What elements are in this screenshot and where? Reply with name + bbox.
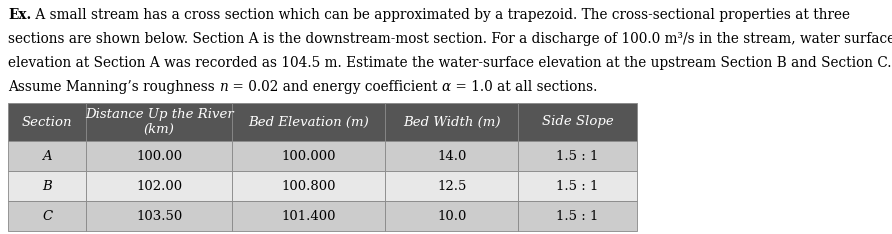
Text: A small stream has a cross section which can be approximated by a trapezoid. The: A small stream has a cross section which… [31,8,850,22]
Text: Side Slope: Side Slope [541,116,614,128]
Text: Bed Width (m): Bed Width (m) [403,116,500,128]
Text: n: n [219,80,227,94]
Text: 100.00: 100.00 [136,150,182,162]
Bar [8,141,87,171]
Bar [233,171,385,201]
Text: 12.5: 12.5 [437,179,467,193]
Bar [385,103,518,141]
Bar [87,171,233,201]
Text: 1.5 : 1: 1.5 : 1 [557,150,599,162]
Text: B: B [42,179,52,193]
Text: 101.400: 101.400 [282,209,336,223]
Bar [8,171,87,201]
Text: 1.5 : 1: 1.5 : 1 [557,209,599,223]
Text: α: α [442,80,451,94]
Bar [8,103,87,141]
Bar [385,171,518,201]
Text: 102.00: 102.00 [136,179,182,193]
Bar [87,141,233,171]
Text: = 1.0 at all sections.: = 1.0 at all sections. [451,80,598,94]
Text: = 0.02 and energy coefficient: = 0.02 and energy coefficient [227,80,442,94]
Bar [233,103,385,141]
Text: A: A [42,150,52,162]
Text: sections are shown below. Section A is the downstream-most section. For a discha: sections are shown below. Section A is t… [8,32,892,46]
Bar [518,201,637,231]
Text: elevation at Section A was recorded as 104.5 m. Estimate the water-surface eleva: elevation at Section A was recorded as 1… [8,56,891,70]
Bar [233,141,385,171]
Bar [8,201,87,231]
Bar [518,171,637,201]
Text: 1.5 : 1: 1.5 : 1 [557,179,599,193]
Bar [233,201,385,231]
Bar [87,201,233,231]
Text: 103.50: 103.50 [136,209,183,223]
Bar [87,103,233,141]
Bar [518,103,637,141]
Bar [385,141,518,171]
Text: 10.0: 10.0 [437,209,467,223]
Bar [385,201,518,231]
Text: 100.800: 100.800 [282,179,336,193]
Text: 14.0: 14.0 [437,150,467,162]
Text: 100.000: 100.000 [282,150,336,162]
Text: Section: Section [21,116,72,128]
Text: Assume Manning’s roughness: Assume Manning’s roughness [8,80,219,94]
Text: C: C [42,209,52,223]
Text: Bed Elevation (m): Bed Elevation (m) [249,116,369,128]
Text: Distance Up the River
(km): Distance Up the River (km) [85,108,234,136]
Text: Ex.: Ex. [8,8,31,22]
Bar [518,141,637,171]
